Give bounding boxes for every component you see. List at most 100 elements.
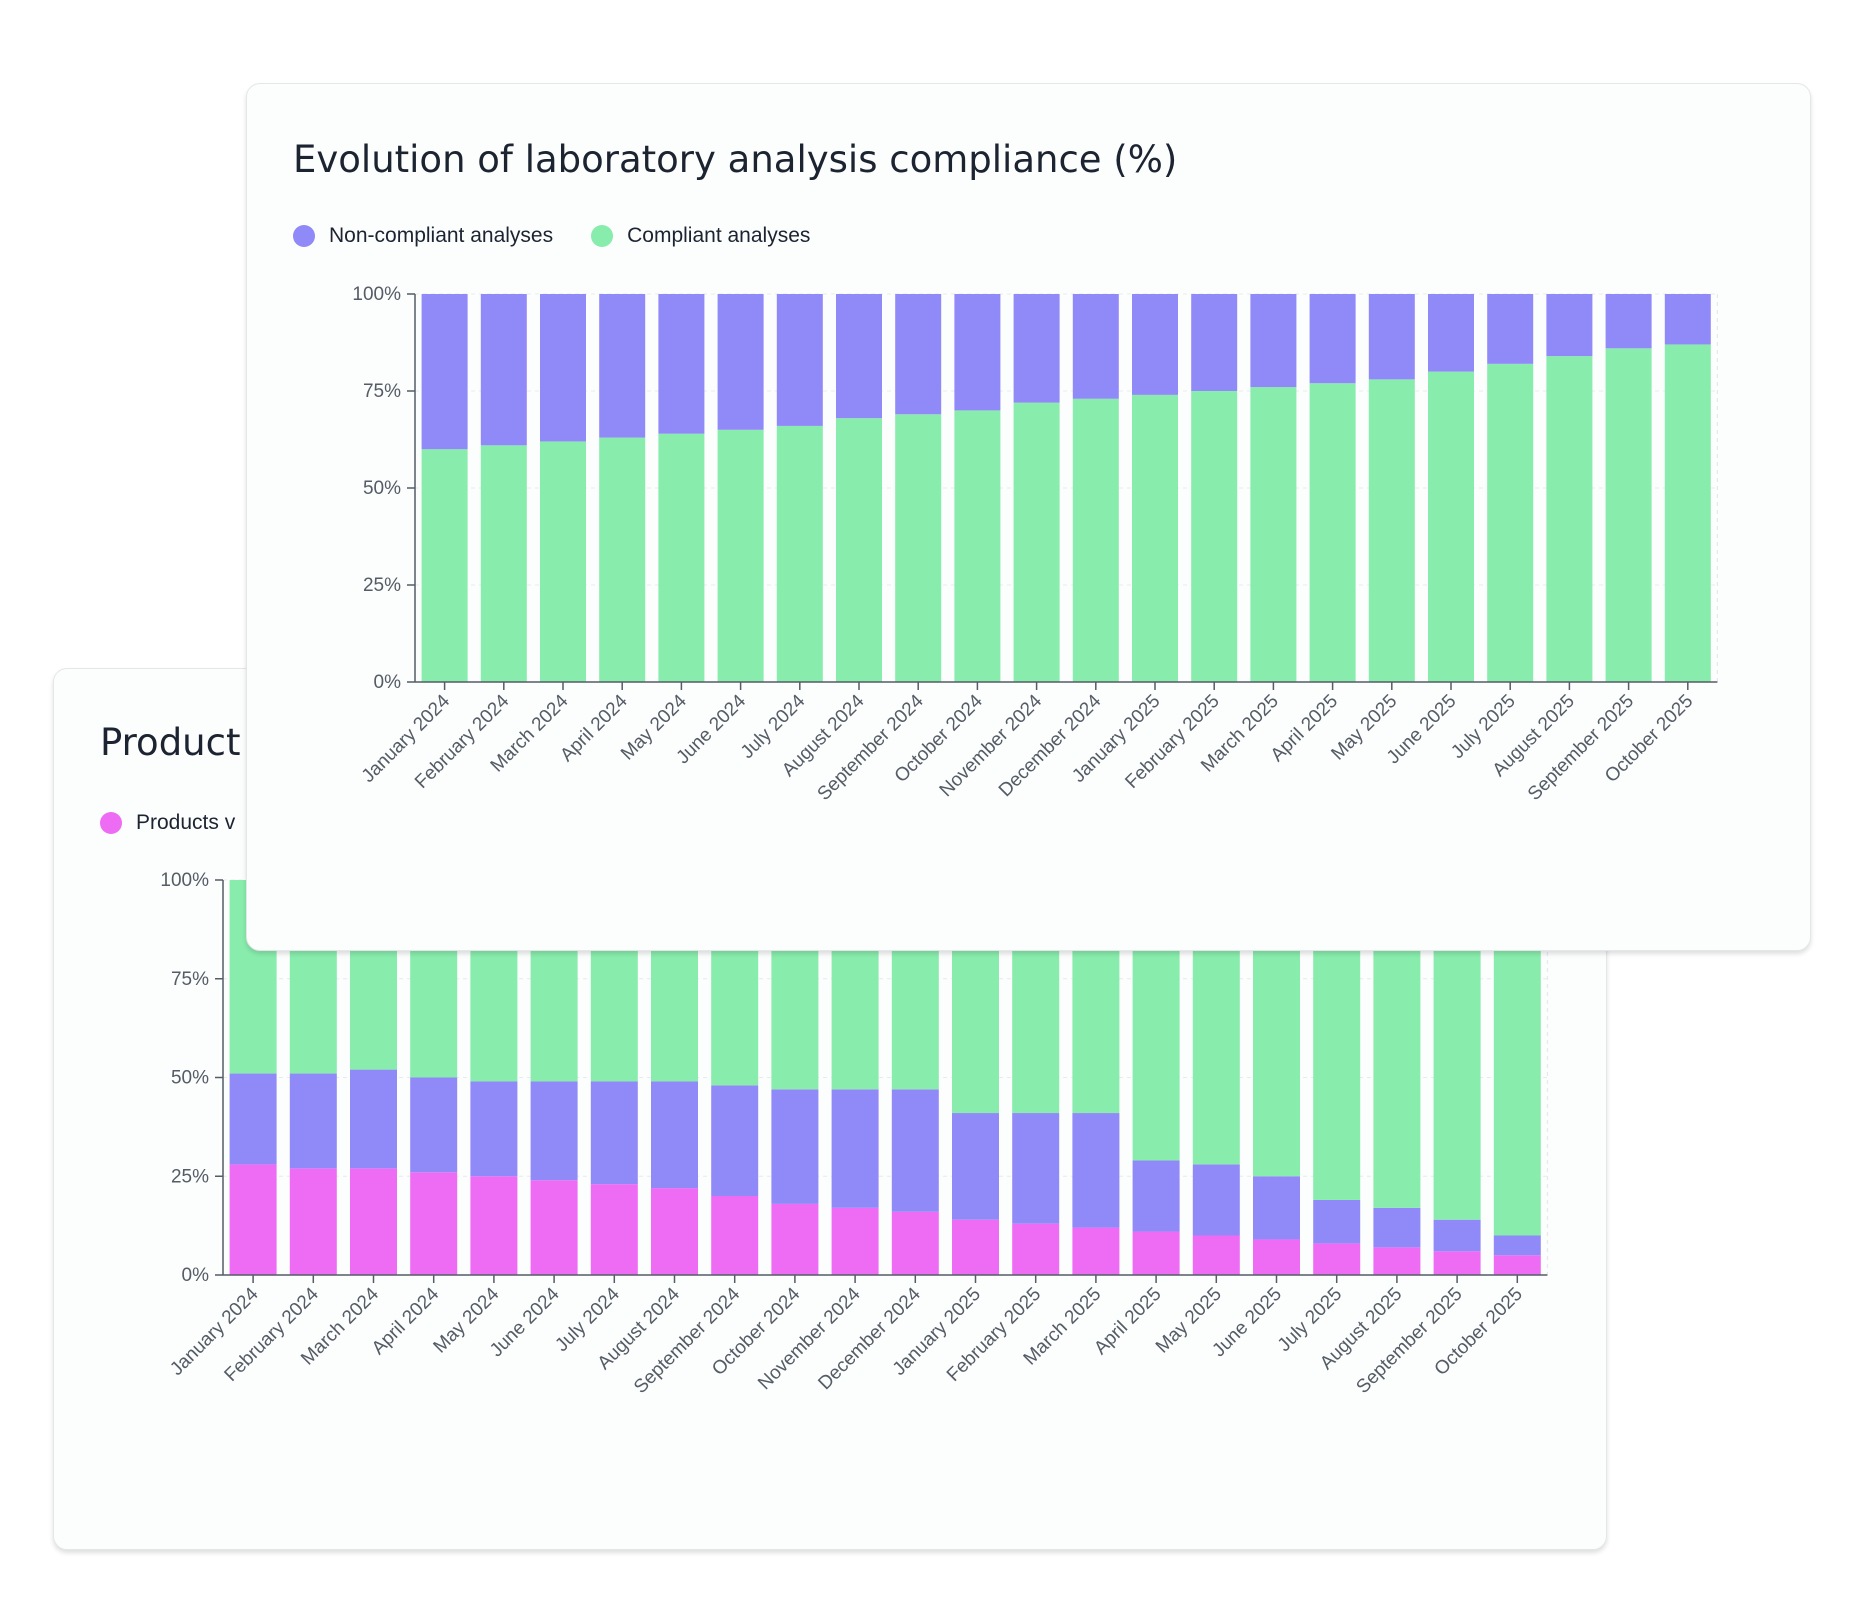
x-tick-label: December 2024 [995, 690, 1106, 801]
bar-segment [229, 1073, 277, 1165]
bar-segment [771, 1203, 819, 1275]
bar-segment [651, 1081, 698, 1189]
bar-segment [1313, 1199, 1361, 1244]
bar-segment [717, 429, 764, 682]
legend-dot-icon [100, 812, 122, 834]
bar-segment [590, 1081, 638, 1185]
bar-segment [1664, 344, 1711, 682]
bar-segment [410, 1172, 458, 1275]
bar-segment [717, 294, 764, 430]
bar-segment [1191, 294, 1238, 391]
bar-segment [1433, 1219, 1481, 1252]
bar-segment [1250, 294, 1297, 388]
x-tick-label: September 2024 [630, 1283, 744, 1397]
bar-segment [1191, 391, 1238, 682]
bar-segment [1072, 1227, 1120, 1275]
bar-segment [658, 294, 705, 434]
bar-segment [1012, 1113, 1060, 1224]
x-tick-label: September 2025 [1524, 691, 1638, 805]
bar-segment [831, 1089, 879, 1208]
chart-legend: Non-compliant analyses Compliant analyse… [293, 224, 848, 248]
bar-segment [651, 1188, 698, 1275]
bar-segment [480, 445, 527, 682]
bar-segment [1072, 294, 1119, 399]
bar-segment [1072, 398, 1119, 682]
bar-segment [1428, 371, 1474, 682]
bar-segment [1433, 1251, 1481, 1275]
bar-segment [289, 1073, 337, 1169]
bar-segment [421, 449, 468, 682]
bar-segment [1428, 294, 1474, 372]
bar-segment [1013, 294, 1060, 403]
bar-segment [658, 433, 705, 682]
bar-segment [895, 414, 942, 682]
bar-segment [776, 294, 823, 426]
bar-segment [831, 1207, 879, 1275]
lab-compliance-chart-card: Evolution of laboratory analysis complia… [246, 83, 1811, 951]
bar-segment [895, 294, 942, 415]
bar-segment [952, 1219, 999, 1275]
bar-segment [1250, 387, 1297, 682]
bar-segment [776, 425, 823, 682]
bar-segment [599, 437, 646, 682]
bar-segment [1487, 294, 1534, 364]
y-tick-label: 25% [171, 1166, 209, 1187]
bar-segment [1546, 294, 1593, 357]
bar-segment [590, 1184, 638, 1275]
bar-segment [954, 294, 1001, 411]
y-tick-label: 0% [374, 672, 402, 693]
bar-segment [350, 1168, 397, 1275]
bar-segment [470, 1081, 518, 1177]
legend-item-noncompliant[interactable]: Non-compliant analyses [293, 224, 553, 248]
bar-segment [229, 1164, 277, 1275]
bar-segment [1605, 294, 1652, 349]
bar-segment [1664, 294, 1711, 345]
bar-segment [1487, 363, 1534, 682]
bar-segment [1546, 356, 1593, 682]
chart-legend: Products v [100, 811, 273, 835]
bar-segment [530, 1180, 578, 1275]
bar-segment [711, 1196, 759, 1275]
bar-segment [480, 294, 527, 446]
bar-segment [836, 418, 882, 682]
y-tick-label: 25% [363, 575, 401, 596]
bar-segment [1493, 1235, 1541, 1256]
y-tick-label: 0% [182, 1265, 210, 1286]
bar-segment [1013, 402, 1060, 682]
bar-segment [540, 294, 586, 442]
bar-segment [1309, 383, 1356, 682]
bar-segment [1605, 348, 1652, 682]
x-tick-label: November 2024 [936, 690, 1047, 801]
bar-segment [1493, 1255, 1541, 1275]
bar-segment [1368, 294, 1415, 380]
bar-segment [1132, 294, 1178, 395]
y-tick-label: 50% [171, 1068, 209, 1089]
y-tick-label: 75% [171, 969, 209, 990]
legend-dot-icon [293, 225, 315, 247]
bar-segment [1373, 1207, 1421, 1248]
bar-segment [1132, 1160, 1180, 1232]
bar-segment [1368, 379, 1415, 682]
bar-segment [771, 1089, 819, 1204]
chart-title: Evolution of laboratory analysis complia… [293, 138, 1178, 181]
bar-segment [410, 1077, 458, 1173]
x-tick-label: September 2024 [814, 690, 928, 804]
x-tick-label: September 2025 [1352, 1284, 1466, 1398]
bar-segment [1253, 1239, 1300, 1275]
legend-item-compliant[interactable]: Compliant analyses [591, 224, 810, 248]
bar-segment [1309, 294, 1356, 384]
bar-segment [954, 410, 1001, 682]
bar-segment [891, 1089, 939, 1212]
bar-segment [1373, 1247, 1421, 1275]
bar-segment [1313, 1243, 1361, 1275]
bar-segment [350, 1069, 397, 1169]
bar-segment [1192, 1164, 1240, 1236]
x-tick-label: December 2024 [814, 1283, 925, 1394]
chart-title: Product [100, 721, 241, 764]
y-tick-label: 100% [160, 870, 209, 891]
legend-label: Compliant analyses [627, 224, 811, 247]
x-tick-label: November 2024 [754, 1283, 865, 1394]
legend-item[interactable]: Products v [100, 811, 235, 835]
legend-label: Non-compliant analyses [329, 224, 554, 247]
